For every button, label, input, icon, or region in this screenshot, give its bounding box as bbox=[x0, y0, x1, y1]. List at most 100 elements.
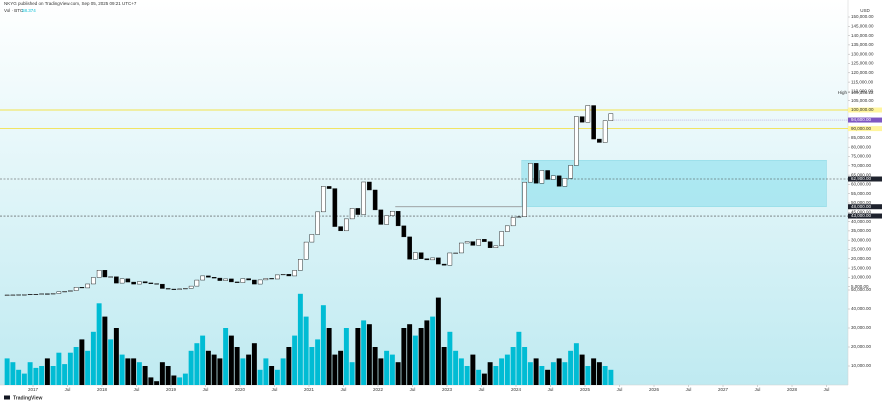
price-axis-background bbox=[848, 0, 882, 404]
volume-bar bbox=[292, 335, 298, 385]
x-tick-label: Jul bbox=[824, 387, 830, 392]
volume-bar bbox=[4, 358, 10, 385]
volume-bar bbox=[269, 366, 275, 385]
volume-bar bbox=[499, 358, 505, 385]
y-tick-label: 20,000.00 bbox=[851, 256, 872, 261]
candle-body bbox=[188, 285, 194, 289]
level-label: 100,000.00 bbox=[851, 107, 874, 112]
y-tick-label: 105,000.00 bbox=[851, 98, 874, 103]
volume-bar bbox=[142, 366, 148, 385]
volume-tick-label: 20,000.00 bbox=[851, 344, 872, 349]
candle-body bbox=[574, 116, 579, 166]
candle-body bbox=[608, 113, 614, 121]
currency[interactable]: USD bbox=[860, 8, 870, 13]
y-tick-label: 75,000.00 bbox=[851, 154, 872, 159]
level-label: 90,000.00 bbox=[851, 126, 872, 131]
y-tick-label: 135,000.00 bbox=[851, 42, 874, 47]
volume-bar bbox=[556, 358, 562, 385]
candle-body bbox=[62, 291, 67, 293]
volume-bar bbox=[33, 367, 39, 385]
candle-body bbox=[597, 138, 602, 143]
candle-body bbox=[367, 181, 372, 191]
volume-bar bbox=[44, 358, 50, 385]
candle-body bbox=[602, 120, 608, 143]
x-tick-label: 2027 bbox=[718, 387, 729, 392]
candle-body bbox=[10, 294, 16, 296]
candle-body bbox=[407, 236, 412, 260]
candle-body bbox=[171, 288, 177, 290]
candle-body bbox=[378, 209, 384, 225]
volume-bar bbox=[338, 350, 344, 385]
volume-bar bbox=[384, 350, 390, 385]
volume-bar bbox=[476, 369, 482, 385]
volume-bar bbox=[591, 358, 597, 385]
volume-bar bbox=[263, 358, 269, 385]
candle-body bbox=[493, 245, 499, 248]
volume-bar bbox=[16, 369, 22, 385]
candle-body bbox=[447, 252, 453, 266]
volume-bar bbox=[119, 354, 125, 385]
x-tick-label: Jul bbox=[686, 387, 692, 392]
volume-bar bbox=[441, 347, 447, 385]
volume-bar bbox=[211, 354, 217, 385]
volume-bar bbox=[539, 366, 545, 385]
x-tick-label: 2028 bbox=[787, 387, 798, 392]
candle-body bbox=[108, 276, 113, 278]
candle-body bbox=[79, 287, 85, 289]
volume-bar bbox=[280, 358, 286, 385]
last-price-box bbox=[848, 117, 882, 123]
high-name: High bbox=[838, 90, 848, 95]
volume-bar bbox=[223, 328, 229, 385]
volume-bar bbox=[527, 362, 533, 385]
volume-bar bbox=[326, 328, 332, 385]
candle-body bbox=[33, 293, 39, 295]
volume-bar bbox=[286, 347, 292, 385]
candle-body bbox=[395, 211, 401, 227]
candle-body bbox=[441, 263, 447, 266]
candle-body bbox=[217, 277, 223, 281]
volume-bar bbox=[366, 324, 372, 385]
legend-name[interactable]: Vol · BTC bbox=[4, 8, 24, 13]
volume-bar bbox=[182, 373, 188, 385]
x-tick-label: 2025 bbox=[580, 387, 591, 392]
candle-body bbox=[585, 105, 591, 123]
volume-bar bbox=[533, 358, 539, 385]
candle-body bbox=[269, 278, 274, 280]
y-tick-label: 25,000.00 bbox=[851, 247, 872, 252]
volume-bar bbox=[90, 331, 96, 385]
volume-bar bbox=[355, 328, 361, 385]
candle-body bbox=[413, 252, 418, 260]
candle-body bbox=[263, 278, 269, 281]
high-label: 109,356.22 bbox=[851, 90, 874, 95]
candle-body bbox=[556, 175, 562, 187]
candle-body bbox=[499, 231, 504, 247]
candle-body bbox=[4, 294, 10, 296]
volume-bar bbox=[131, 358, 137, 385]
candle-body bbox=[137, 281, 142, 285]
volume-bar bbox=[481, 373, 487, 385]
y-tick-label: 70,000.00 bbox=[851, 163, 872, 168]
candle-body bbox=[240, 278, 246, 283]
candle-body bbox=[286, 274, 292, 277]
volume-bar bbox=[27, 362, 33, 385]
volume-bar bbox=[602, 366, 608, 385]
volume-bar bbox=[102, 316, 108, 385]
level-label-box bbox=[848, 213, 882, 219]
volume-bar bbox=[453, 350, 459, 385]
volume-bar bbox=[320, 305, 326, 385]
header-title: NKYG published on TradingView.com, Sep 0… bbox=[4, 1, 137, 6]
candle-body bbox=[234, 281, 240, 283]
volume-bar bbox=[608, 369, 614, 385]
candle-body bbox=[315, 211, 320, 235]
candle-body bbox=[22, 294, 27, 296]
candle-body bbox=[522, 181, 527, 218]
volume-bar bbox=[309, 347, 315, 385]
level-label: 62,900.00 bbox=[851, 176, 872, 181]
last-price-label: 94,600.00 bbox=[851, 117, 872, 122]
candle-body bbox=[131, 281, 136, 285]
volume-bar bbox=[510, 347, 516, 385]
volume-bar bbox=[56, 352, 62, 385]
volume-bar bbox=[349, 362, 355, 385]
x-tick-label: 2017 bbox=[28, 387, 39, 392]
volume-bar bbox=[125, 358, 131, 385]
